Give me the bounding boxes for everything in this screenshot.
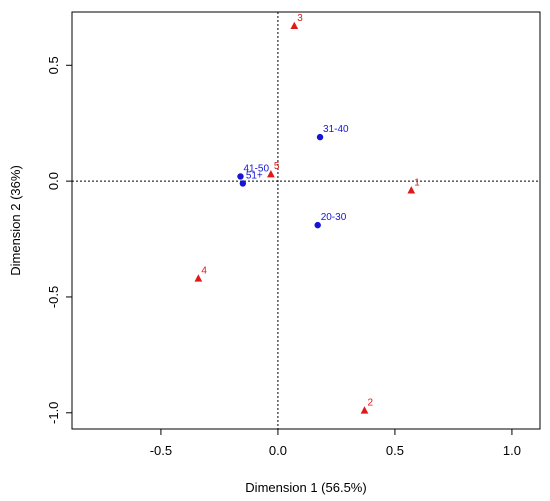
y-axis: 0.5 0.0 -0.5 -1.0: [46, 56, 72, 424]
triangle-point: [360, 406, 369, 414]
x-tick-label: -0.5: [150, 443, 172, 458]
point-label: 5: [274, 161, 280, 172]
point-label: 3: [297, 13, 303, 24]
y-axis-title: Dimension 2 (36%): [8, 165, 23, 276]
x-axis-title: Dimension 1 (56.5%): [245, 480, 366, 495]
point-label: 4: [201, 265, 207, 276]
circle-point: [237, 173, 244, 180]
point-label: 51+: [246, 170, 263, 181]
x-tick-label: 1.0: [503, 443, 521, 458]
circle-point: [239, 180, 247, 187]
circle-point: [314, 221, 321, 229]
x-tick-label: 0.5: [386, 443, 404, 458]
y-tick-label: 0.5: [46, 56, 61, 74]
point-label: 31-40: [323, 124, 349, 135]
x-axis: -0.5 0.0 0.5 1.0: [150, 429, 521, 458]
point-label: 1: [414, 177, 420, 188]
circle-point: [316, 133, 324, 141]
y-tick-label: 0.0: [46, 172, 61, 190]
triangle-point: [194, 274, 203, 282]
triangle-point: [267, 169, 275, 178]
triangle-point: [290, 21, 299, 30]
plot-frame: [71, 11, 541, 430]
point-label: 20-30: [321, 212, 347, 223]
y-tick-label: -0.5: [46, 286, 61, 308]
y-tick-label: -1.0: [46, 402, 61, 424]
point-label: 41-50: [243, 163, 269, 174]
triangle-point: [407, 186, 416, 194]
point-label: 2: [368, 397, 374, 408]
x-tick-label: 0.0: [269, 443, 287, 458]
